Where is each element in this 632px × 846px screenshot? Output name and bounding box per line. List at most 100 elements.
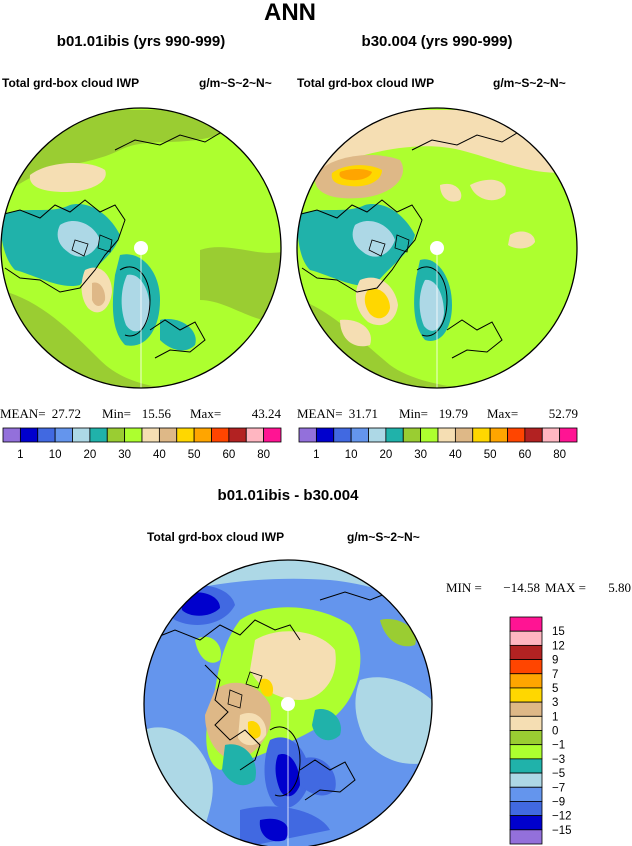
panel1-variable: Total grd-box cloud IWP	[2, 76, 139, 90]
panel2-colorbar-swatch	[507, 427, 526, 443]
panel1-min-value: 15.56	[142, 406, 172, 421]
panel2-colorbar-swatch	[350, 427, 369, 443]
panel1-max-label: Max=	[190, 406, 221, 421]
panel3-colorbar-tick-label: 7	[552, 669, 558, 681]
panel1-colorbar-swatch	[106, 427, 126, 443]
panel3-coastlines	[149, 589, 421, 846]
panel3-colorbar-swatch	[509, 644, 543, 660]
panel3-min-value: −14.58	[503, 580, 540, 595]
panel1-colorbar-tick-label: 30	[118, 449, 131, 461]
panel1-mean-label: MEAN=	[0, 406, 46, 421]
panel2-colorbar-tick-label: 80	[553, 449, 566, 461]
panel3-variable: Total grd-box cloud IWP	[147, 530, 284, 544]
panel1-colorbar: 1 10 20 30 40 50 60 80	[2, 427, 282, 461]
panel3-colorbar-tick-label: 5	[552, 683, 558, 695]
panel2-colorbar-swatch	[472, 427, 491, 443]
panel3-colorbar-swatch	[509, 801, 543, 817]
panel1-colorbar-swatch	[228, 427, 247, 443]
panel3-max-value: 5.80	[608, 580, 631, 595]
panel2-colorbar-swatch	[541, 427, 561, 443]
panel3-colorbar-tick-label: 9	[552, 655, 558, 667]
panel3-colorbar-swatch	[509, 730, 543, 746]
panel2-colorbar-tick-label: 30	[414, 449, 427, 461]
panel3-colorbar-tick-label: −15	[552, 825, 572, 837]
panel2-colorbar: 1 10 20 30 40 50 60 80	[298, 427, 578, 461]
panel2-colorbar-swatch	[402, 427, 422, 443]
panel2-colorbar-swatch	[524, 427, 543, 443]
panel1-map	[1, 108, 281, 388]
panel1-pole-marker	[134, 241, 148, 255]
panel2-min-value: 19.79	[439, 406, 468, 421]
panel2-max-value: 52.79	[549, 406, 578, 421]
panel1-colorbar-swatch	[141, 427, 160, 443]
panel2-colorbar-tick-label: 1	[313, 449, 319, 461]
panel1-colorbar-swatch	[176, 427, 195, 443]
panel1-colorbar-swatch	[19, 427, 39, 443]
panel2-colorbar-swatch	[454, 427, 474, 443]
panel3-colorbar-tick-label: 12	[552, 640, 565, 652]
panel2-colorbar-tick-label: 40	[449, 449, 462, 461]
panel3-colorbar-swatch	[509, 758, 543, 774]
panel1-colorbar-swatch	[72, 427, 91, 443]
panel2-max-label: Max=	[487, 406, 518, 421]
panel3-colorbar-tick-label: −7	[552, 782, 565, 794]
panel2-title: b30.004 (yrs 990-999)	[362, 33, 513, 50]
panel3-colorbar-swatch	[509, 701, 543, 717]
panel3-colorbar-tick-label: 0	[552, 726, 558, 738]
figure-title: ANN	[264, 0, 316, 26]
panel3-colorbar-tick-label: −12	[552, 811, 572, 823]
panel1-colorbar-tick-label: 80	[257, 449, 270, 461]
panel3-min-label: MIN =	[446, 580, 482, 595]
panel2-mean-label: MEAN=	[297, 406, 343, 421]
panel3-colorbar-tick-label: −9	[552, 796, 565, 808]
panel1-min-label: Min=	[102, 406, 131, 421]
panel2-colorbar-swatch	[489, 427, 508, 443]
panel1-colorbar-tick-label: 1	[17, 449, 23, 461]
panel3-colorbar-tick-label: 15	[552, 626, 565, 638]
panel2-colorbar-swatch	[437, 427, 456, 443]
panel3-map-border	[143, 559, 433, 846]
panel1-max-value: 43.24	[252, 406, 282, 421]
panel1-coastlines	[1, 129, 281, 388]
panel1-colorbar-swatch	[193, 427, 212, 443]
panel3-colorbar-swatch	[509, 744, 543, 760]
panel1-colorbar-swatch	[54, 427, 73, 443]
panel2-units: g/m~S~2~N~	[493, 76, 566, 90]
panel1-colorbar-swatch	[124, 427, 143, 443]
panel1-colorbar-swatch	[245, 427, 265, 443]
panel1-colorbar-swatch	[158, 427, 178, 443]
panel1-colorbar-tick-label: 60	[222, 449, 235, 461]
panel3-colorbar-swatch	[509, 715, 543, 731]
panel1-colorbar-swatch	[263, 427, 282, 443]
panel2-colorbar-tick-label: 10	[345, 449, 358, 461]
panel3-colorbar-swatch	[509, 829, 543, 845]
panel1-colorbar-tick-label: 20	[83, 449, 96, 461]
panel1-colorbar-swatch	[89, 427, 108, 443]
panel2-pole-marker	[430, 241, 444, 255]
panel3-units: g/m~S~2~N~	[347, 530, 420, 544]
panel3-max-label: MAX =	[545, 580, 586, 595]
panel1-colorbar-swatch	[2, 427, 21, 443]
panel2-colorbar-swatch	[420, 427, 439, 443]
panel3-colorbar-tick-label: 1	[552, 711, 558, 723]
panel2-coastlines	[297, 129, 577, 388]
panel2-colorbar-swatch	[368, 427, 387, 443]
panel3-colorbar-swatch	[509, 786, 543, 802]
panel1-mean-value: 27.72	[52, 406, 81, 421]
panel3-colorbar-tick-label: −5	[552, 768, 565, 780]
panel2-colorbar-swatch	[298, 427, 317, 443]
panel1-colorbar-tick-label: 40	[153, 449, 166, 461]
panel1-colorbar-swatch	[211, 427, 230, 443]
panel3-colorbar: 15 12 9 7 5 3 1 0 −1 −3 −5 −7 −9 −12 −15	[509, 616, 572, 845]
panel3-pole-marker	[281, 697, 295, 711]
panel1-map-border	[0, 107, 282, 389]
panel1-units: g/m~S~2~N~	[199, 76, 272, 90]
panel3-colorbar-swatch	[509, 616, 543, 632]
panel2-colorbar-swatch	[333, 427, 352, 443]
panel2-colorbar-swatch	[559, 427, 578, 443]
panel3-colorbar-swatch	[509, 772, 543, 788]
panel3-colorbar-swatch	[509, 673, 543, 689]
panel2-mean-value: 31.71	[349, 406, 378, 421]
panel2-colorbar-swatch	[315, 427, 335, 443]
